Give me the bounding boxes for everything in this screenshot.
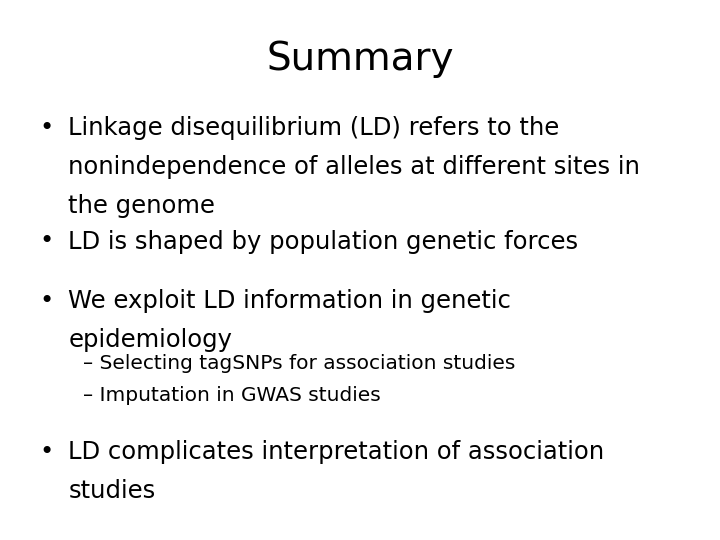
Text: Linkage disequilibrium (LD) refers to the: Linkage disequilibrium (LD) refers to th… xyxy=(68,116,559,140)
Text: – Selecting tagSNPs for association studies: – Selecting tagSNPs for association stud… xyxy=(83,354,516,373)
Text: the genome: the genome xyxy=(68,194,215,218)
Text: •: • xyxy=(40,230,54,253)
Text: Summary: Summary xyxy=(266,40,454,78)
Text: •: • xyxy=(40,440,54,464)
Text: •: • xyxy=(40,289,54,313)
Text: – Imputation in GWAS studies: – Imputation in GWAS studies xyxy=(83,386,381,405)
Text: LD complicates interpretation of association: LD complicates interpretation of associa… xyxy=(68,440,605,464)
Text: We exploit LD information in genetic: We exploit LD information in genetic xyxy=(68,289,511,313)
Text: studies: studies xyxy=(68,479,156,503)
Text: epidemiology: epidemiology xyxy=(68,328,233,352)
Text: nonindependence of alleles at different sites in: nonindependence of alleles at different … xyxy=(68,155,640,179)
Text: LD is shaped by population genetic forces: LD is shaped by population genetic force… xyxy=(68,230,579,253)
Text: •: • xyxy=(40,116,54,140)
